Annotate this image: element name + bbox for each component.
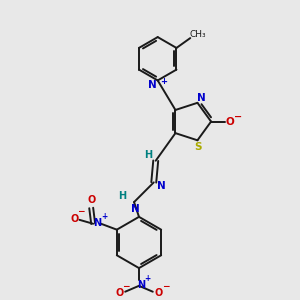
Text: H: H — [118, 191, 126, 201]
Text: O: O — [154, 288, 163, 298]
Text: O: O — [70, 214, 79, 224]
Text: S: S — [195, 142, 202, 152]
Text: −: − — [76, 207, 84, 216]
Text: +: + — [101, 212, 107, 221]
Text: H: H — [144, 150, 152, 160]
Text: O: O — [225, 117, 234, 127]
Text: −: − — [234, 112, 242, 122]
Text: N: N — [137, 280, 145, 290]
Text: N: N — [131, 204, 140, 214]
Text: O: O — [115, 288, 123, 298]
Text: N: N — [197, 93, 206, 103]
Text: +: + — [160, 77, 167, 86]
Text: +: + — [145, 274, 151, 284]
Text: O: O — [87, 195, 95, 205]
Text: CH₃: CH₃ — [190, 30, 206, 39]
Text: −: − — [162, 282, 169, 291]
Text: −: − — [122, 282, 130, 291]
Text: N: N — [157, 181, 166, 191]
Text: N: N — [148, 80, 157, 90]
Text: N: N — [93, 218, 101, 228]
